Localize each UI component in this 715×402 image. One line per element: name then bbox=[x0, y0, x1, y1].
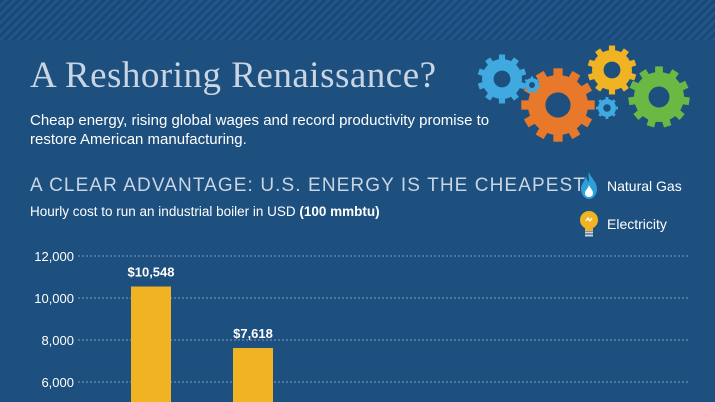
legend-natural-gas-label: Natural Gas bbox=[607, 178, 682, 194]
legend-natural-gas: Natural Gas bbox=[577, 171, 682, 201]
gear-icon bbox=[587, 45, 637, 95]
legend-electricity-label: Electricity bbox=[607, 216, 667, 232]
chart-description-text: Hourly cost to run an industrial boiler … bbox=[30, 204, 296, 219]
gears-illustration bbox=[477, 45, 690, 142]
section-heading: A CLEAR ADVANTAGE: U.S. ENERGY IS THE CH… bbox=[30, 175, 587, 196]
legend-electricity: Electricity bbox=[577, 209, 667, 239]
gear-icon bbox=[628, 66, 690, 128]
chart-description-unit: (100 mmbtu) bbox=[299, 204, 380, 219]
y-tick-label: 12,000 bbox=[34, 249, 74, 264]
data-label: $7,618 bbox=[233, 326, 273, 341]
data-label: $10,548 bbox=[128, 264, 175, 279]
bar bbox=[131, 286, 171, 402]
page-title: A Reshoring Renaissance? bbox=[30, 55, 437, 96]
gear-icon bbox=[477, 54, 527, 104]
bar-chart: 12,000 10,000 8,000 6,000 $10,548 $7,618 bbox=[34, 249, 690, 402]
gear-icon bbox=[595, 96, 619, 120]
y-tick-label: 6,000 bbox=[41, 375, 74, 390]
chart-description: Hourly cost to run an industrial boiler … bbox=[30, 204, 380, 219]
y-tick-label: 8,000 bbox=[41, 333, 74, 348]
header-stripe-band bbox=[0, 0, 715, 40]
y-tick-label: 10,000 bbox=[34, 291, 74, 306]
page-subtitle: Cheap energy, rising global wages and re… bbox=[30, 112, 490, 148]
gear-icon bbox=[523, 76, 541, 94]
bar bbox=[233, 348, 273, 402]
flame-icon bbox=[581, 172, 597, 199]
gear-icon bbox=[521, 68, 595, 142]
lightbulb-icon bbox=[580, 211, 598, 237]
